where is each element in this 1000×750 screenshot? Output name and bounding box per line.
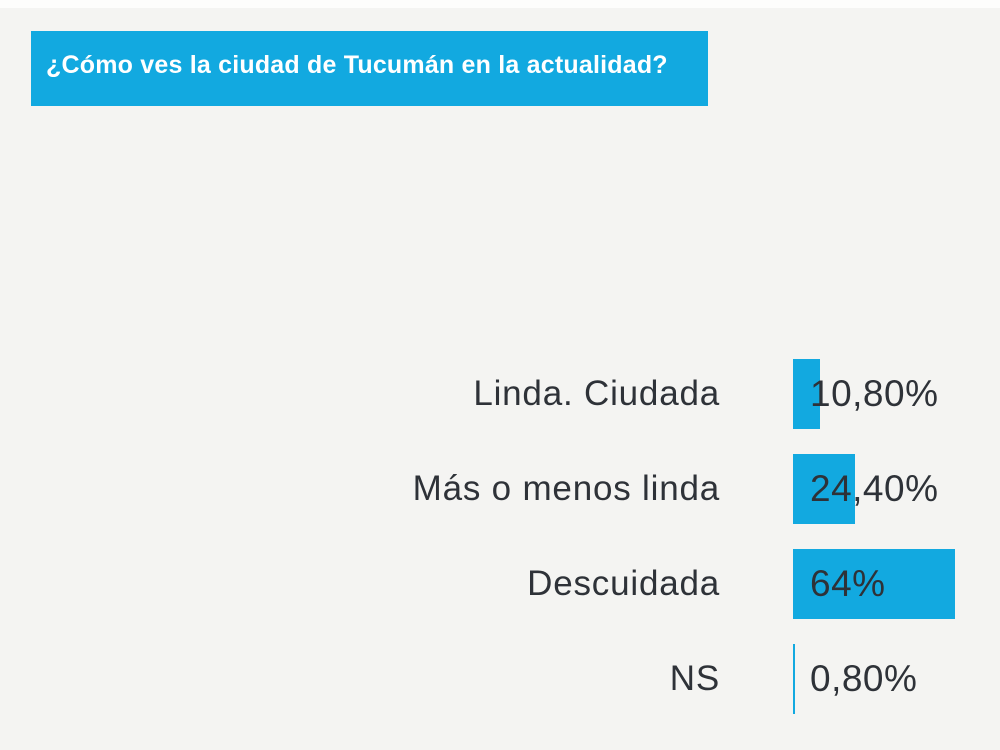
chart-row-ns: NS 0,80%	[0, 644, 1000, 714]
bar-area: 64%	[793, 549, 1000, 619]
category-label: NS	[669, 659, 720, 698]
value-label: 10,80%	[810, 373, 939, 414]
chart-row-mas-o-menos-linda: Más o menos linda 24,40%	[0, 454, 1000, 524]
question-banner: ¿Cómo ves la ciudad de Tucumán en la act…	[31, 31, 708, 106]
value-label: 64%	[810, 563, 886, 604]
top-margin-strip	[0, 0, 1000, 8]
bar-area: 10,80%	[793, 359, 1000, 429]
bar-chart: Linda. Ciudada 10,80% Más o menos linda …	[0, 359, 1000, 714]
category-label: Descuidada	[527, 564, 720, 603]
bar-area: 24,40%	[793, 454, 1000, 524]
question-title: ¿Cómo ves la ciudad de Tucumán en la act…	[46, 51, 668, 79]
bar	[793, 359, 820, 429]
category-label: Más o menos linda	[412, 469, 720, 508]
bar	[793, 644, 795, 714]
chart-row-linda-ciudada: Linda. Ciudada 10,80%	[0, 359, 1000, 429]
bar	[793, 454, 855, 524]
bar-area: 0,80%	[793, 644, 1000, 714]
category-label: Linda. Ciudada	[473, 374, 720, 413]
value-label: 24,40%	[810, 468, 939, 509]
value-label: 0,80%	[810, 658, 918, 699]
chart-row-descuidada: Descuidada 64%	[0, 549, 1000, 619]
bar	[793, 549, 955, 619]
